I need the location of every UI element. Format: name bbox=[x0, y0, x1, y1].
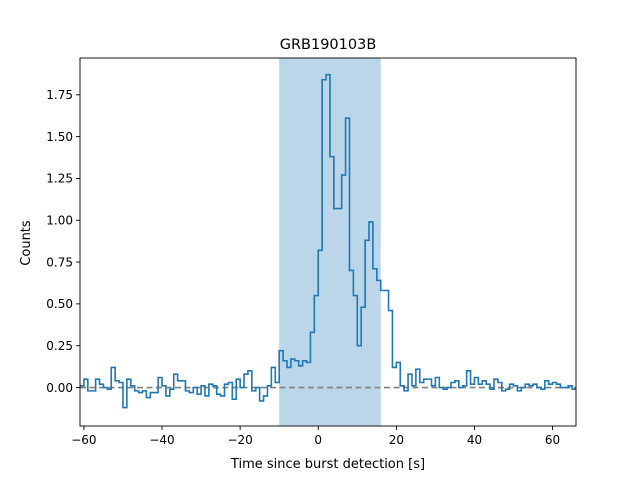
x-tick-label: 60 bbox=[545, 433, 560, 447]
y-axis-label: Counts bbox=[19, 220, 34, 266]
y-tick-label: 0.75 bbox=[46, 255, 73, 269]
y-tick-label: 1.75 bbox=[46, 88, 73, 102]
y-axis: 0.00 0.25 0.50 0.75 1.00 1.25 1.50 1.75 bbox=[46, 88, 80, 395]
y-tick-label: 0.50 bbox=[46, 297, 73, 311]
plot-area bbox=[79, 57, 577, 427]
x-axis: −60 −40 −20 0 20 40 60 bbox=[71, 426, 560, 447]
axes-frame bbox=[79, 57, 577, 427]
x-tick-label: 0 bbox=[314, 433, 322, 447]
x-tick-label: 40 bbox=[467, 433, 482, 447]
y-tick-label: 0.00 bbox=[46, 381, 73, 395]
y-tick-label: 1.50 bbox=[46, 130, 73, 144]
x-tick-label: 20 bbox=[389, 433, 404, 447]
x-tick-label: −40 bbox=[149, 433, 174, 447]
y-tick-label: 1.00 bbox=[46, 214, 73, 228]
x-tick-label: −60 bbox=[71, 433, 96, 447]
x-axis-label: Time since burst detection [s] bbox=[230, 457, 425, 472]
x-tick-label: −20 bbox=[227, 433, 252, 447]
counts-series-line bbox=[80, 73, 576, 409]
y-tick-label: 0.25 bbox=[46, 339, 73, 353]
y-tick-label: 1.25 bbox=[46, 172, 73, 186]
chart-title: GRB190103B bbox=[280, 37, 377, 53]
